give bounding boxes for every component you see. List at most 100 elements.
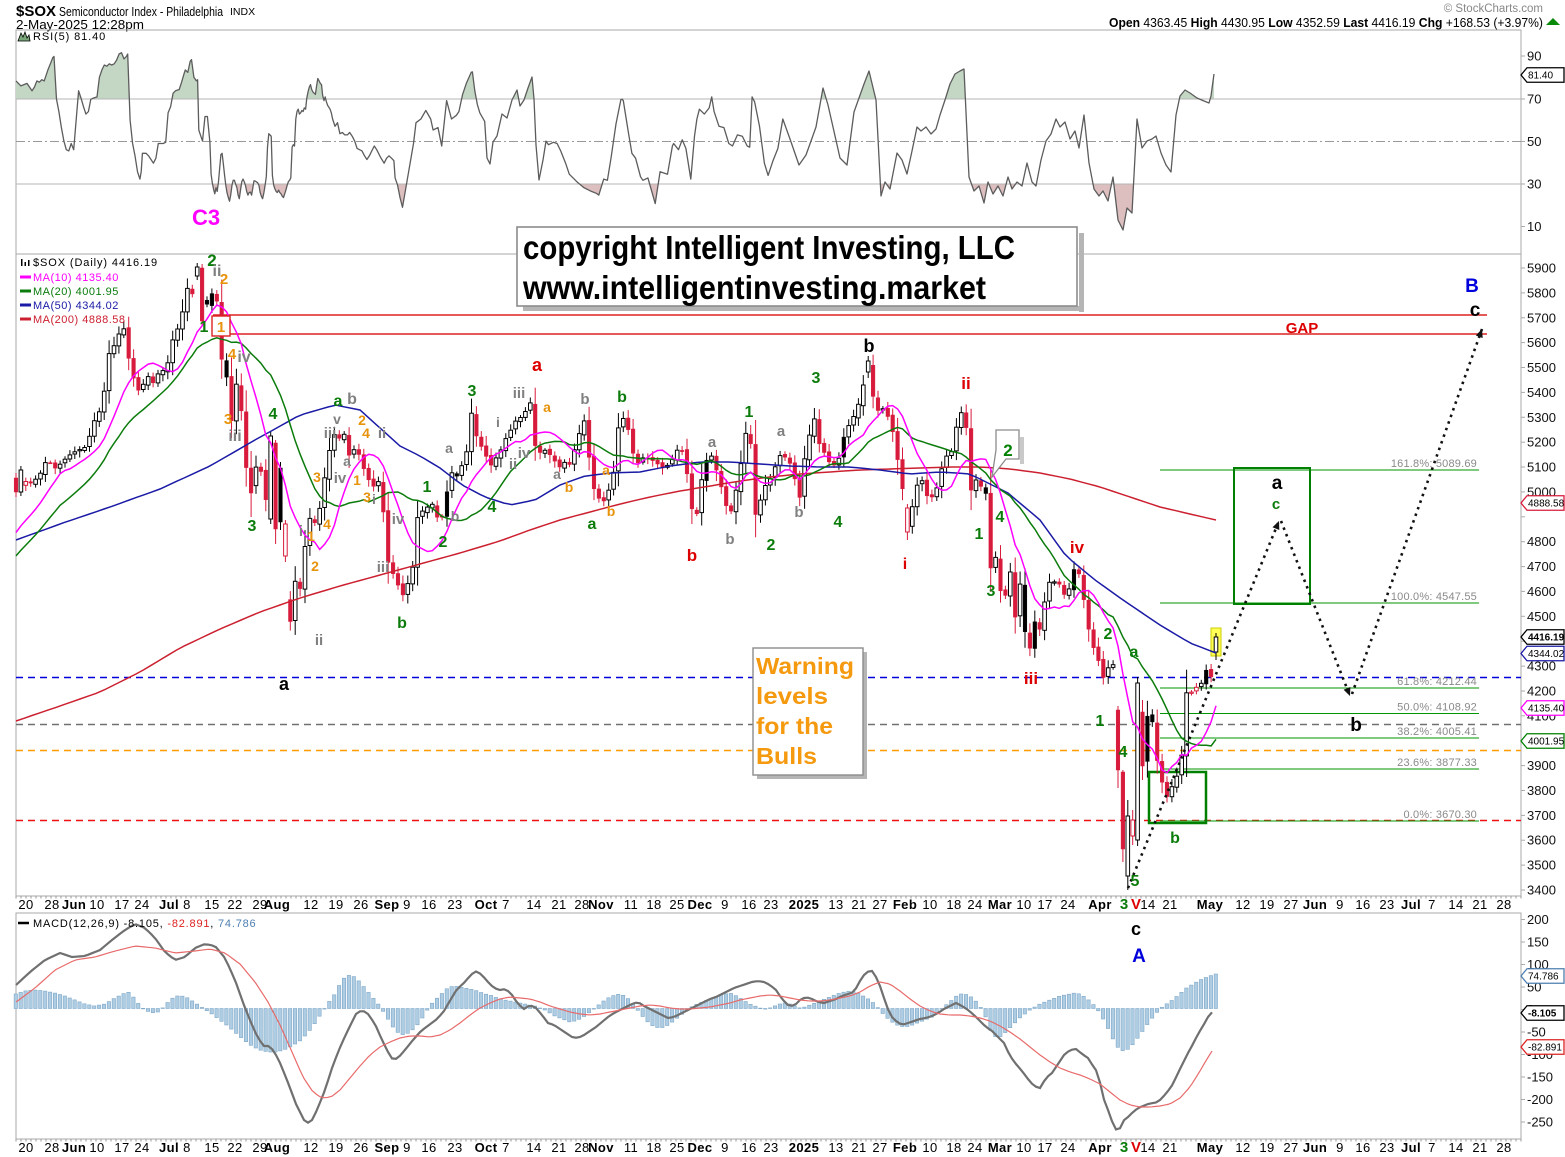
- svg-text:iv: iv: [237, 349, 250, 366]
- svg-text:12: 12: [1235, 1140, 1250, 1155]
- svg-text:b: b: [451, 508, 460, 524]
- svg-text:4700: 4700: [1527, 559, 1556, 574]
- svg-text:10: 10: [1016, 897, 1031, 912]
- svg-text:a: a: [1130, 644, 1139, 661]
- svg-text:22: 22: [227, 1140, 242, 1155]
- svg-text:Jul: Jul: [159, 897, 179, 912]
- svg-text:4344.02: 4344.02: [1528, 649, 1565, 660]
- svg-text:3: 3: [224, 411, 232, 428]
- svg-text:GAP: GAP: [1286, 320, 1319, 337]
- svg-text:Aug: Aug: [264, 897, 290, 912]
- svg-text:a: a: [1272, 473, 1283, 494]
- svg-text:5: 5: [1131, 873, 1140, 890]
- svg-text:5300: 5300: [1527, 410, 1556, 425]
- svg-text:3: 3: [812, 370, 821, 387]
- svg-text:Jul: Jul: [1401, 1140, 1421, 1155]
- svg-text:100.0%: 4547.55: 100.0%: 4547.55: [1391, 591, 1477, 603]
- svg-text:19: 19: [1259, 897, 1274, 912]
- svg-text:B: B: [1465, 276, 1479, 297]
- svg-text:a: a: [543, 399, 551, 415]
- svg-text:iii: iii: [324, 425, 337, 442]
- svg-text:21: 21: [851, 1140, 866, 1155]
- svg-text:81.40: 81.40: [1528, 71, 1553, 82]
- svg-text:24: 24: [1060, 897, 1075, 912]
- svg-text:24: 24: [967, 1140, 982, 1155]
- svg-text:ii: ii: [509, 456, 517, 473]
- svg-text:50: 50: [1527, 134, 1541, 149]
- svg-text:ii: ii: [378, 425, 386, 442]
- svg-text:21: 21: [1472, 1140, 1487, 1155]
- svg-text:Nov: Nov: [588, 897, 614, 912]
- svg-text:ii: ii: [213, 263, 222, 280]
- svg-text:22: 22: [227, 897, 242, 912]
- svg-text:-82.891: -82.891: [1528, 1043, 1562, 1054]
- svg-text:3: 3: [248, 518, 257, 535]
- svg-text:4300: 4300: [1527, 659, 1556, 674]
- svg-text:v: v: [333, 411, 341, 427]
- svg-text:Jun: Jun: [62, 1140, 86, 1155]
- svg-text:21: 21: [1162, 897, 1177, 912]
- svg-text:10: 10: [1016, 1140, 1031, 1155]
- svg-text:26: 26: [353, 897, 368, 912]
- svg-text:23: 23: [447, 897, 462, 912]
- svg-text:28: 28: [1496, 897, 1511, 912]
- svg-text:74.786: 74.786: [1528, 972, 1559, 983]
- svg-text:b: b: [617, 389, 627, 406]
- svg-text:iv: iv: [392, 511, 405, 528]
- svg-text:21: 21: [551, 1140, 566, 1155]
- svg-text:21: 21: [551, 897, 566, 912]
- svg-text:Mar: Mar: [988, 897, 1012, 912]
- svg-text:20: 20: [18, 1140, 33, 1155]
- svg-text:b: b: [607, 503, 616, 519]
- svg-text:23: 23: [447, 1140, 462, 1155]
- svg-text:4001.95: 4001.95: [1528, 737, 1565, 748]
- svg-text:2: 2: [207, 251, 216, 270]
- svg-text:21: 21: [1162, 1140, 1177, 1155]
- svg-text:0.0%: 3670.30: 0.0%: 3670.30: [1403, 809, 1477, 821]
- svg-text:Open 4363.45 High 4430.95 Low: Open 4363.45 High 4430.95 Low 4352.59 La…: [1109, 15, 1543, 30]
- svg-text:27: 27: [1283, 897, 1298, 912]
- svg-text:200: 200: [1527, 912, 1549, 927]
- svg-text:Oct: Oct: [475, 897, 498, 912]
- svg-text:iii: iii: [228, 428, 241, 445]
- svg-text:a: a: [334, 393, 343, 410]
- svg-text:b: b: [687, 546, 697, 565]
- svg-text:7: 7: [502, 897, 510, 912]
- svg-text:b: b: [580, 391, 589, 408]
- svg-text:a: a: [343, 453, 351, 469]
- svg-text:21: 21: [1472, 897, 1487, 912]
- svg-text:1: 1: [217, 319, 225, 336]
- svg-text:iii: iii: [513, 385, 526, 402]
- svg-text:23.6%: 3877.33: 23.6%: 3877.33: [1397, 757, 1477, 769]
- svg-text:10: 10: [89, 897, 104, 912]
- svg-text:$SOX: $SOX: [16, 3, 56, 20]
- svg-text:16: 16: [1355, 897, 1370, 912]
- svg-text:24: 24: [967, 897, 982, 912]
- svg-text:7: 7: [1428, 1140, 1436, 1155]
- svg-text:i: i: [903, 556, 907, 573]
- svg-text:3: 3: [363, 489, 371, 505]
- svg-text:4800: 4800: [1527, 534, 1556, 549]
- svg-text:18: 18: [946, 897, 961, 912]
- svg-text:Semiconductor Index - Philadel: Semiconductor Index - Philadelphia: [59, 5, 223, 19]
- svg-text:14: 14: [1140, 897, 1155, 912]
- svg-text:38.2%: 4005.41: 38.2%: 4005.41: [1397, 726, 1477, 738]
- svg-text:2025: 2025: [789, 1140, 820, 1155]
- svg-text:10: 10: [922, 897, 937, 912]
- svg-text:b: b: [397, 615, 407, 632]
- svg-text:Jun: Jun: [1303, 1140, 1327, 1155]
- svg-text:$SOX (Daily) 4416.19: $SOX (Daily) 4416.19: [33, 257, 158, 269]
- svg-text:3500: 3500: [1527, 858, 1556, 873]
- svg-text:1: 1: [423, 479, 432, 496]
- svg-text:5600: 5600: [1527, 335, 1556, 350]
- svg-text:1: 1: [975, 526, 984, 543]
- svg-text:4: 4: [996, 509, 1005, 526]
- svg-text:Warning: Warning: [756, 653, 854, 679]
- svg-text:3: 3: [1120, 1139, 1128, 1156]
- svg-text:25: 25: [669, 897, 684, 912]
- svg-text:26: 26: [353, 1140, 368, 1155]
- svg-text:2025: 2025: [789, 897, 820, 912]
- svg-text:b: b: [347, 391, 357, 408]
- svg-text:4: 4: [323, 516, 331, 532]
- svg-text:b: b: [1170, 830, 1180, 847]
